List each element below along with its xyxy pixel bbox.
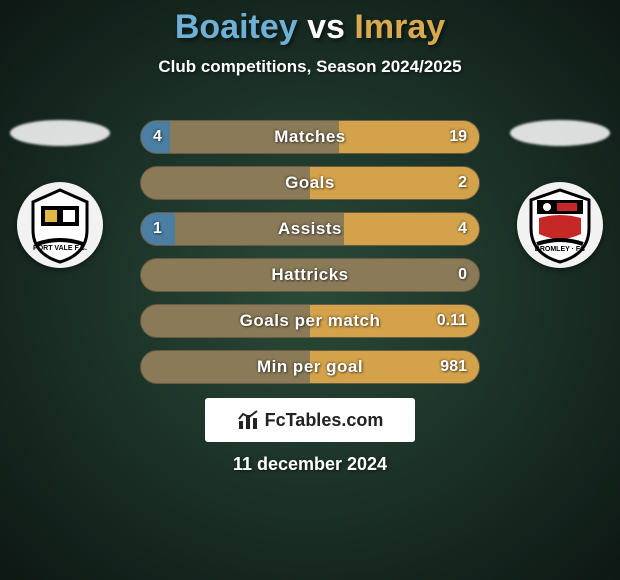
chart-icon (237, 409, 259, 431)
svg-text:PORT VALE F.C.: PORT VALE F.C. (33, 245, 87, 252)
player2-name: Imray (354, 8, 445, 46)
stat-label: Goals (141, 167, 479, 199)
brand-text: FcTables.com (265, 410, 384, 431)
stat-bars: 419Matches 2Goals 14Assists 0Hattricks 0.11G… (140, 120, 480, 396)
brand-badge: FcTables.com (205, 398, 415, 442)
stat-label: Matches (141, 121, 479, 153)
stat-label: Min per goal (141, 351, 479, 383)
club-crest-left-wrap: PORT VALE F.C. (10, 120, 110, 268)
stat-row: 14Assists (140, 212, 480, 246)
club-crest-left: PORT VALE F.C. (17, 182, 103, 268)
stat-row: 419Matches (140, 120, 480, 154)
halo-right (510, 120, 610, 146)
stat-row: 981Min per goal (140, 350, 480, 384)
svg-text:BROMLEY · FC: BROMLEY · FC (535, 246, 585, 253)
club-crest-right: BROMLEY · FC (517, 182, 603, 268)
player1-name: Boaitey (175, 8, 298, 46)
stat-label: Hattricks (141, 259, 479, 291)
stat-label: Goals per match (141, 305, 479, 337)
page-title: Boaitey vs Imray (0, 0, 620, 47)
stat-row: 2Goals (140, 166, 480, 200)
subtitle: Club competitions, Season 2024/2025 (0, 57, 620, 77)
club-crest-right-wrap: BROMLEY · FC (510, 120, 610, 268)
stat-label: Assists (141, 213, 479, 245)
date-text: 11 december 2024 (0, 454, 620, 475)
stat-row: 0.11Goals per match (140, 304, 480, 338)
vs-text: vs (307, 8, 345, 46)
comparison-card: Boaitey vs Imray Club competitions, Seas… (0, 0, 620, 580)
halo-left (10, 120, 110, 146)
stat-row: 0Hattricks (140, 258, 480, 292)
